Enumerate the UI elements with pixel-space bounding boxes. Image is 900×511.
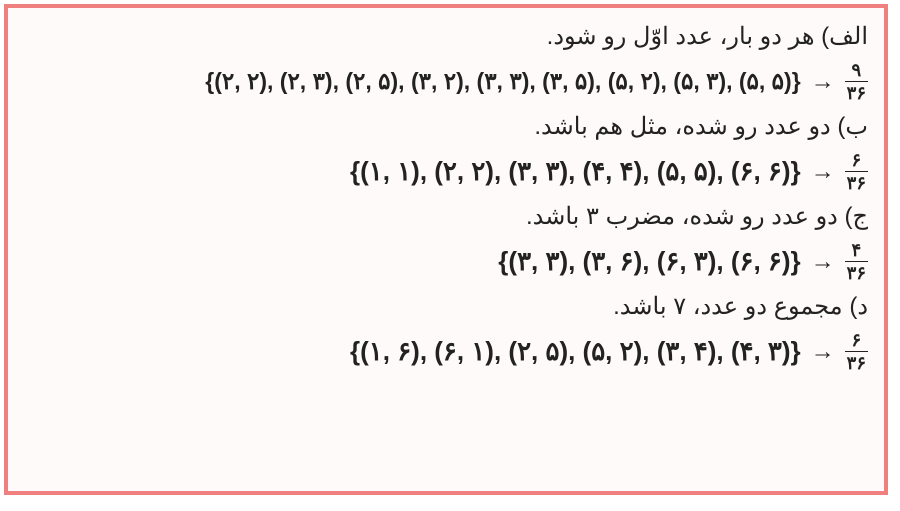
item-d-set: {(۱, ۶), (۶, ۱), (۲, ۵), (۵, ۲), (۳, ۴),…: [350, 336, 801, 367]
item-d-denominator: ۳۶: [845, 351, 868, 372]
item-d-math: {(۱, ۶), (۶, ۱), (۲, ۵), (۵, ۲), (۳, ۴),…: [24, 331, 868, 372]
item-b-denominator: ۳۶: [845, 171, 868, 192]
item-d-label: د) مجموع دو عدد، ۷ باشد.: [24, 292, 868, 321]
document-frame: الف) هر دو بار، عدد اوّل رو شود. {(۲, ۲)…: [4, 4, 888, 495]
item-a-denominator: ۳۶: [845, 81, 868, 102]
item-c-set: {(۳, ۳), (۳, ۶), (۶, ۳), (۶, ۶)}: [498, 246, 800, 277]
item-d-fraction: ۶ ۳۶: [845, 331, 868, 372]
item-b-fraction: ۶ ۳۶: [845, 151, 868, 192]
item-b-math: {(۱, ۱), (۲, ۲), (۳, ۳), (۴, ۴), (۵, ۵),…: [24, 151, 868, 192]
item-c-fraction: ۴ ۳۶: [845, 241, 868, 282]
item-a-fraction: ۹ ۳۶: [845, 61, 868, 102]
item-a-math: {(۲, ۲), (۲, ۳), (۲, ۵), (۳, ۲), (۳, ۳),…: [24, 61, 868, 102]
item-a-label: الف) هر دو بار، عدد اوّل رو شود.: [24, 22, 868, 51]
item-c-numerator: ۴: [849, 241, 863, 261]
arrow-icon: →: [811, 158, 835, 186]
item-b-set: {(۱, ۱), (۲, ۲), (۳, ۳), (۴, ۴), (۵, ۵),…: [350, 156, 801, 187]
item-c-label: ج) دو عدد رو شده، مضرب ۳ باشد.: [24, 202, 868, 231]
item-c-denominator: ۳۶: [845, 261, 868, 282]
content-area: الف) هر دو بار، عدد اوّل رو شود. {(۲, ۲)…: [8, 8, 884, 384]
item-b-numerator: ۶: [849, 151, 863, 171]
item-c-math: {(۳, ۳), (۳, ۶), (۶, ۳), (۶, ۶)} → ۴ ۳۶: [24, 241, 868, 282]
arrow-icon: →: [811, 338, 835, 366]
item-d-numerator: ۶: [849, 331, 863, 351]
arrow-icon: →: [811, 248, 835, 276]
arrow-icon: →: [811, 68, 835, 96]
item-a-numerator: ۹: [849, 61, 863, 81]
item-a-set: {(۲, ۲), (۲, ۳), (۲, ۵), (۳, ۲), (۳, ۳),…: [205, 68, 800, 95]
item-b-label: ب) دو عدد رو شده، مثل هم باشد.: [24, 112, 868, 141]
